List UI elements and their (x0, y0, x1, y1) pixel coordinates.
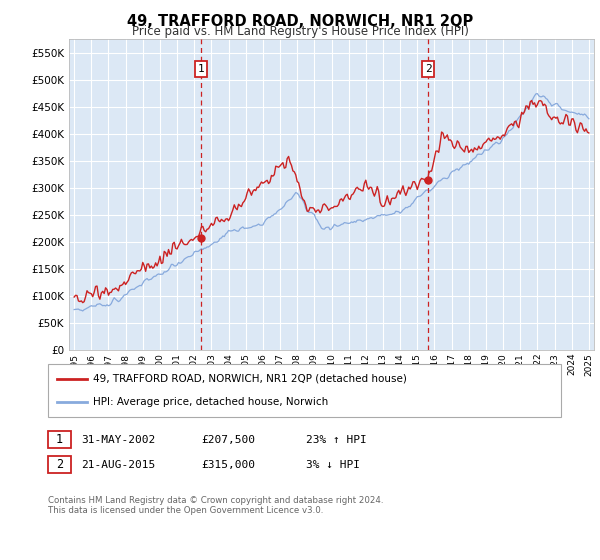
Text: Contains HM Land Registry data © Crown copyright and database right 2024.
This d: Contains HM Land Registry data © Crown c… (48, 496, 383, 515)
Text: 3% ↓ HPI: 3% ↓ HPI (306, 460, 360, 470)
Text: 23% ↑ HPI: 23% ↑ HPI (306, 435, 367, 445)
Text: 31-MAY-2002: 31-MAY-2002 (81, 435, 155, 445)
Text: Price paid vs. HM Land Registry's House Price Index (HPI): Price paid vs. HM Land Registry's House … (131, 25, 469, 38)
Text: £315,000: £315,000 (201, 460, 255, 470)
Text: HPI: Average price, detached house, Norwich: HPI: Average price, detached house, Norw… (93, 397, 328, 407)
Text: 1: 1 (56, 433, 63, 446)
Text: 49, TRAFFORD ROAD, NORWICH, NR1 2QP: 49, TRAFFORD ROAD, NORWICH, NR1 2QP (127, 14, 473, 29)
Text: 49, TRAFFORD ROAD, NORWICH, NR1 2QP (detached house): 49, TRAFFORD ROAD, NORWICH, NR1 2QP (det… (93, 374, 407, 384)
Text: 2: 2 (425, 64, 431, 74)
Text: 2: 2 (56, 458, 63, 472)
Text: £207,500: £207,500 (201, 435, 255, 445)
Text: 21-AUG-2015: 21-AUG-2015 (81, 460, 155, 470)
Text: 1: 1 (198, 64, 205, 74)
